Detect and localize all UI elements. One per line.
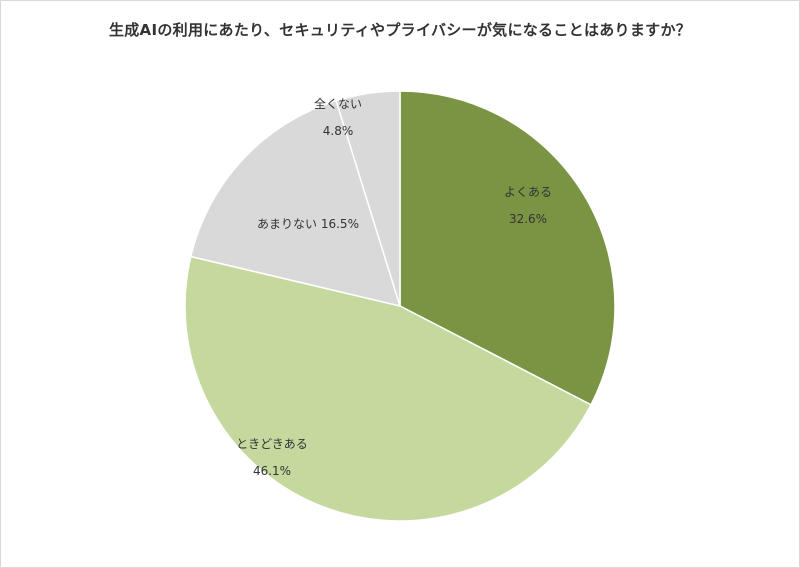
pie-slice-1 <box>399 90 616 406</box>
pie-slices <box>184 90 616 522</box>
slice-value-label-2: 46.1% <box>253 464 291 478</box>
slice-value-label-1: 32.6% <box>509 212 547 226</box>
pie-slice-2 <box>184 255 592 522</box>
slice-category-label-2: ときどきある <box>236 437 308 451</box>
slice-category-label-1: よくある <box>504 185 552 199</box>
pie-slice-3 <box>190 99 401 307</box>
data-labels: よくある 32.6% ときどきある 46.1% あまりない 16.5% 全くない 4.8% <box>236 96 552 478</box>
slice-category-label-4: 全くない <box>314 96 362 111</box>
slice-label-3: あまりない 16.5% <box>257 217 359 231</box>
slice-value-label-4: 4.8% <box>323 124 354 138</box>
pie-slice-4 <box>335 90 401 307</box>
chart-title: 生成AIの利用にあたり、セキュリティやプライバシーが気になることはありますか？ <box>108 21 692 39</box>
